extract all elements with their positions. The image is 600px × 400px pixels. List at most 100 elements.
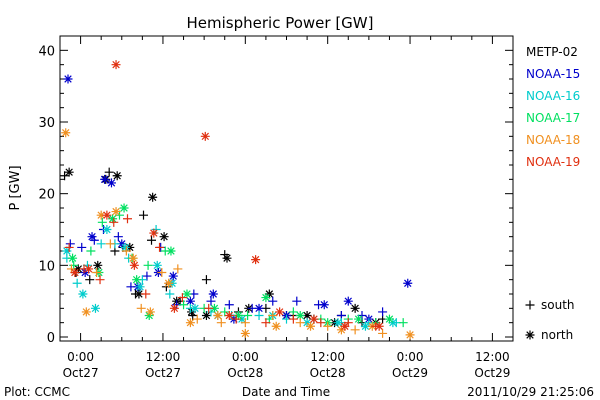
marker-legend-label: north xyxy=(541,328,573,342)
point-north xyxy=(152,260,162,270)
x-tick-date: Oct28 xyxy=(227,366,263,380)
point-south xyxy=(92,268,102,277)
point-south xyxy=(179,300,189,310)
point-north xyxy=(350,303,360,313)
point-south xyxy=(173,264,183,274)
point-north xyxy=(224,311,234,320)
legend: METP-02 NOAA-15 NOAA-16 NOAA-17 NOAA-18 NOAA-… xyxy=(526,45,580,169)
x-tick-date: Oct27 xyxy=(63,366,99,380)
point-north xyxy=(168,271,178,281)
point-south xyxy=(165,289,175,299)
point-south xyxy=(378,328,388,338)
point-north xyxy=(62,246,72,256)
point-north xyxy=(164,278,174,288)
y-tick-label: 40 xyxy=(38,44,55,59)
legend-entry: NOAA-19 xyxy=(526,155,580,169)
point-north xyxy=(102,210,112,220)
point-south xyxy=(122,214,132,224)
point-south xyxy=(231,314,241,324)
point-north xyxy=(388,318,398,328)
point-north xyxy=(135,282,145,292)
x-tick-time: 0:00 xyxy=(67,350,94,364)
legend-entry: NOAA-16 xyxy=(526,89,580,103)
point-south xyxy=(141,289,151,299)
legend-entry: NOAA-17 xyxy=(526,111,580,125)
point-north xyxy=(213,311,223,320)
point-north xyxy=(87,232,97,242)
point-north xyxy=(102,225,112,234)
x-tick-date: Oct28 xyxy=(310,366,346,380)
point-north xyxy=(73,264,83,274)
chart-title: Hemispheric Power [GW] xyxy=(187,14,374,32)
x-tick-time: 0:00 xyxy=(232,350,259,364)
point-north xyxy=(100,174,110,184)
marker-legend: south north xyxy=(525,298,575,342)
point-north xyxy=(233,311,243,320)
point-north xyxy=(261,293,271,303)
point-north xyxy=(403,278,413,288)
y-tick-label: 30 xyxy=(38,116,55,131)
y-tick-label: 10 xyxy=(38,259,55,274)
point-south xyxy=(243,311,253,320)
point-north xyxy=(336,325,346,335)
point-south xyxy=(121,246,131,256)
y-tick-label: 20 xyxy=(38,188,55,203)
point-north xyxy=(132,275,142,285)
point-south xyxy=(95,275,105,285)
point-south xyxy=(295,318,305,328)
point-north xyxy=(80,268,90,277)
point-south xyxy=(77,242,87,252)
point-north xyxy=(90,303,100,313)
x-tick-date: Oct29 xyxy=(392,366,428,380)
point-north xyxy=(61,128,71,138)
point-south xyxy=(139,210,149,220)
point-south xyxy=(72,278,82,288)
point-north xyxy=(111,60,121,70)
point-south xyxy=(201,275,211,285)
point-south xyxy=(261,318,271,328)
point-north xyxy=(208,289,218,299)
point-south xyxy=(86,246,96,256)
point-south xyxy=(220,307,230,317)
point-south xyxy=(192,314,202,324)
point-south xyxy=(216,318,226,328)
plot-frame xyxy=(59,35,514,342)
point-north xyxy=(302,311,312,320)
point-south xyxy=(323,321,333,331)
point-north xyxy=(169,303,179,313)
point-south xyxy=(268,296,278,306)
point-north xyxy=(134,289,144,299)
x-tick-time: 12:00 xyxy=(310,350,345,364)
point-north xyxy=(185,296,195,306)
point-north xyxy=(209,303,219,313)
point-south xyxy=(85,275,95,285)
point-north xyxy=(108,214,118,224)
point-north xyxy=(295,311,305,320)
point-north xyxy=(129,260,139,270)
point-north xyxy=(112,171,122,181)
point-north xyxy=(68,253,78,263)
point-south xyxy=(224,300,234,310)
point-north xyxy=(78,289,88,299)
legend-entry: METP-02 xyxy=(526,45,578,59)
point-south xyxy=(288,314,298,324)
legend-entry: NOAA-15 xyxy=(526,67,580,81)
point-north xyxy=(405,330,415,340)
point-north xyxy=(251,255,261,265)
point-south xyxy=(204,303,214,313)
series-noaa-15 xyxy=(63,74,413,324)
x-tick-date: Oct27 xyxy=(145,366,181,380)
point-north xyxy=(201,311,211,320)
point-north xyxy=(185,318,195,328)
point-north xyxy=(187,307,197,317)
point-north xyxy=(240,328,250,338)
point-north xyxy=(343,296,353,306)
point-south xyxy=(113,232,123,242)
series-noaa-16 xyxy=(62,225,401,331)
point-south xyxy=(398,318,408,328)
point-south xyxy=(104,167,114,177)
footer-timestamp: 2011/10/29 21:25:06 xyxy=(467,385,594,399)
point-north xyxy=(125,242,135,252)
point-north xyxy=(96,210,106,220)
point-north xyxy=(271,321,281,331)
